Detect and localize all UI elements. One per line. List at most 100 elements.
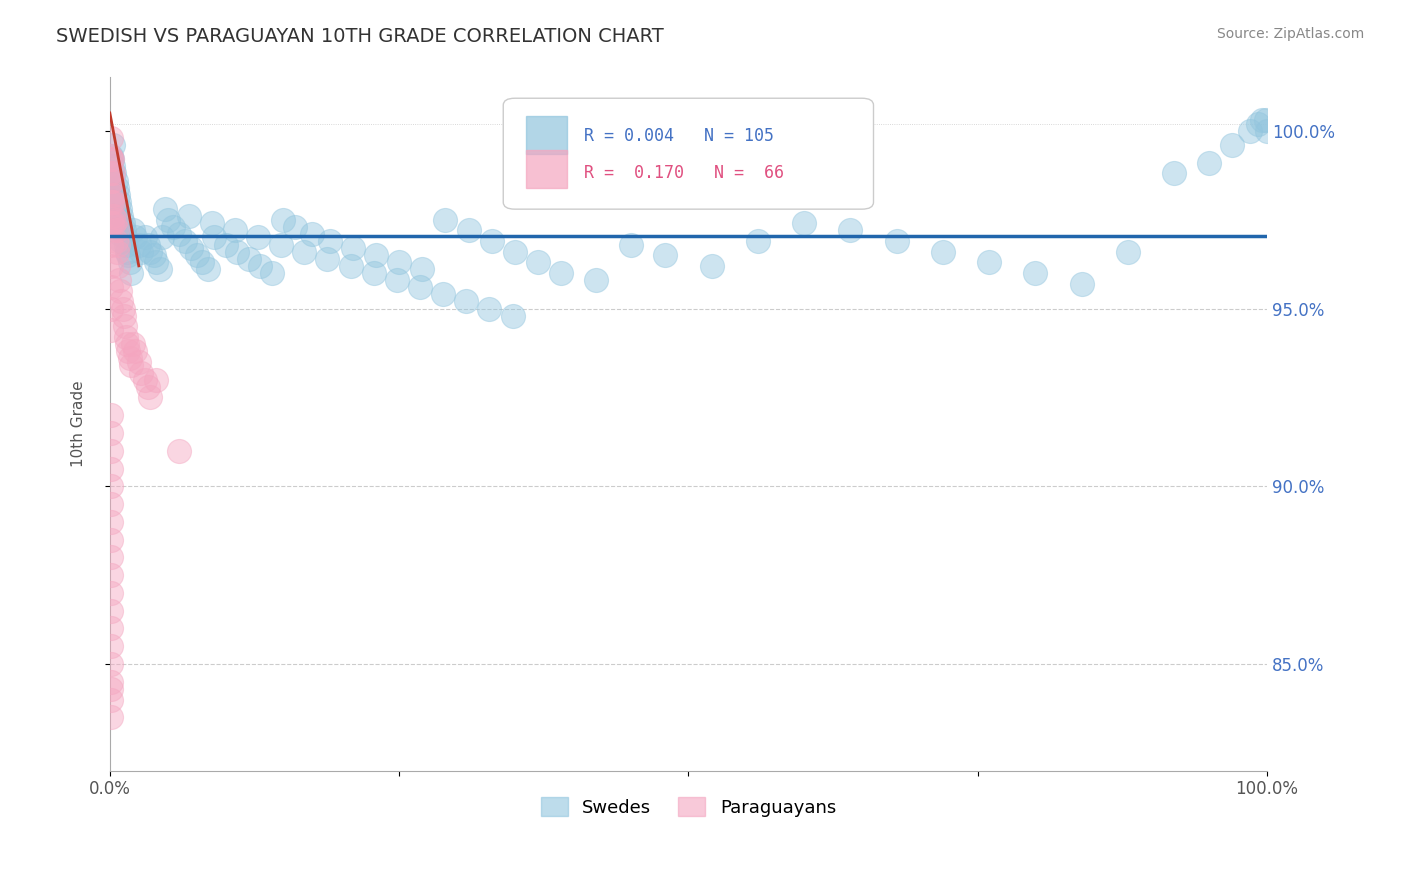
Point (457, 223, 479, 237)
Point (122, 223, 145, 237)
FancyBboxPatch shape (526, 116, 567, 153)
Point (120, 266, 142, 280)
Text: Source: ZipAtlas.com: Source: ZipAtlas.com (1216, 27, 1364, 41)
Point (117, 248, 139, 262)
Point (409, 280, 432, 294)
Point (270, 237, 292, 252)
Point (100, 479, 122, 493)
Point (105, 244, 128, 259)
Point (103, 191, 125, 205)
Point (100, 710, 122, 724)
Point (550, 266, 572, 280)
Point (155, 202, 177, 216)
Point (100, 166, 122, 180)
Point (112, 309, 135, 323)
Point (411, 262, 433, 277)
Point (100, 216, 122, 230)
Point (105, 223, 128, 237)
Point (117, 344, 139, 359)
Point (134, 230, 156, 244)
Point (202, 230, 225, 244)
Point (979, 255, 1001, 269)
Point (139, 244, 162, 259)
Point (101, 173, 124, 187)
Point (342, 241, 364, 255)
Point (316, 252, 339, 266)
Point (105, 180, 128, 194)
Point (363, 266, 385, 280)
Point (100, 194, 122, 209)
Point (100, 604, 122, 618)
Point (100, 550, 122, 565)
Point (145, 373, 167, 387)
Point (1198, 155, 1220, 169)
Point (103, 138, 125, 153)
Point (103, 166, 125, 180)
Point (114, 230, 136, 244)
Point (103, 216, 125, 230)
Point (273, 212, 295, 227)
Point (100, 443, 122, 458)
Point (886, 234, 908, 248)
Point (103, 194, 125, 209)
Point (104, 173, 127, 187)
Point (1024, 266, 1046, 280)
Point (100, 497, 122, 511)
Point (101, 194, 124, 209)
Point (214, 237, 236, 252)
Point (139, 391, 162, 405)
Point (292, 244, 315, 259)
Point (107, 237, 129, 252)
Point (932, 244, 955, 259)
Point (108, 273, 131, 287)
Point (747, 234, 769, 248)
Point (128, 237, 150, 252)
Point (104, 234, 127, 248)
Point (150, 230, 173, 244)
Point (169, 443, 191, 458)
Point (385, 273, 408, 287)
Point (224, 223, 246, 237)
Point (100, 657, 122, 671)
Point (180, 241, 202, 255)
Point (654, 248, 676, 262)
Text: R =  0.170   N =  66: R = 0.170 N = 66 (585, 164, 785, 182)
Point (107, 187, 129, 202)
Point (432, 287, 454, 301)
Point (1254, 113, 1277, 128)
Point (364, 248, 387, 262)
Point (100, 692, 122, 706)
Point (284, 219, 307, 234)
Y-axis label: 10th Grade: 10th Grade (72, 381, 86, 467)
Point (101, 216, 124, 230)
Point (107, 259, 129, 273)
Point (481, 234, 503, 248)
Point (100, 280, 122, 294)
Point (186, 248, 208, 262)
Point (100, 173, 122, 187)
Point (110, 234, 132, 248)
Point (110, 202, 132, 216)
Point (238, 252, 260, 266)
Point (104, 212, 127, 227)
Point (619, 237, 641, 252)
Point (456, 294, 478, 309)
Point (100, 237, 122, 252)
Point (112, 223, 135, 237)
Point (793, 216, 815, 230)
Point (100, 622, 122, 636)
Point (100, 515, 122, 529)
Point (527, 255, 550, 269)
Point (100, 586, 122, 600)
Legend: Swedes, Paraguayans: Swedes, Paraguayans (533, 790, 844, 824)
Point (100, 425, 122, 440)
Point (839, 223, 862, 237)
Point (388, 255, 411, 269)
Point (110, 209, 132, 223)
Point (169, 227, 191, 241)
Point (1256, 124, 1278, 138)
Point (1220, 138, 1243, 153)
Point (156, 212, 179, 227)
Point (100, 166, 122, 180)
Point (107, 212, 129, 227)
